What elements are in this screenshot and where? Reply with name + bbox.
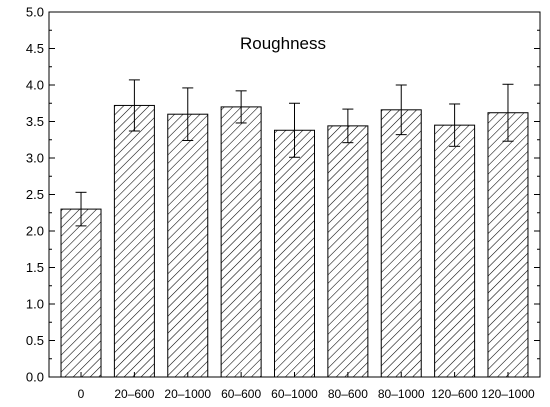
x-tick-label: 120–1000 (481, 387, 535, 401)
bar (220, 106, 262, 378)
bar (380, 109, 422, 378)
y-tick-label: 0.5 (26, 333, 44, 348)
bar (487, 112, 529, 378)
y-tick-label: 2.5 (26, 187, 44, 202)
x-tick-label: 120–600 (431, 387, 478, 401)
x-tick-label: 60–600 (221, 387, 261, 401)
y-tick-label: 4.0 (26, 78, 44, 93)
y-tick-label: 5.0 (26, 5, 44, 20)
bar (167, 113, 209, 378)
y-tick-label: 3.0 (26, 151, 44, 166)
x-tick-label: 20–600 (114, 387, 154, 401)
y-tick-label: 4.5 (26, 41, 44, 56)
bar (113, 104, 155, 378)
x-tick-label: 80–1000 (378, 387, 425, 401)
y-tick-label: 1.5 (26, 260, 44, 275)
x-tick-label: 20–1000 (164, 387, 211, 401)
x-tick-label: 80–600 (328, 387, 368, 401)
y-tick-label: 0.0 (26, 370, 44, 385)
bar (434, 124, 476, 378)
y-tick-label: 1.0 (26, 297, 44, 312)
chart-title: Roughness (240, 34, 326, 53)
bar (274, 129, 315, 378)
y-tick-label: 2.0 (26, 224, 44, 239)
x-tick-label: 60–1000 (271, 387, 318, 401)
bar (60, 208, 102, 378)
x-tick-label: 0 (78, 387, 85, 401)
bar (327, 125, 369, 378)
y-tick-label: 3.5 (26, 114, 44, 129)
